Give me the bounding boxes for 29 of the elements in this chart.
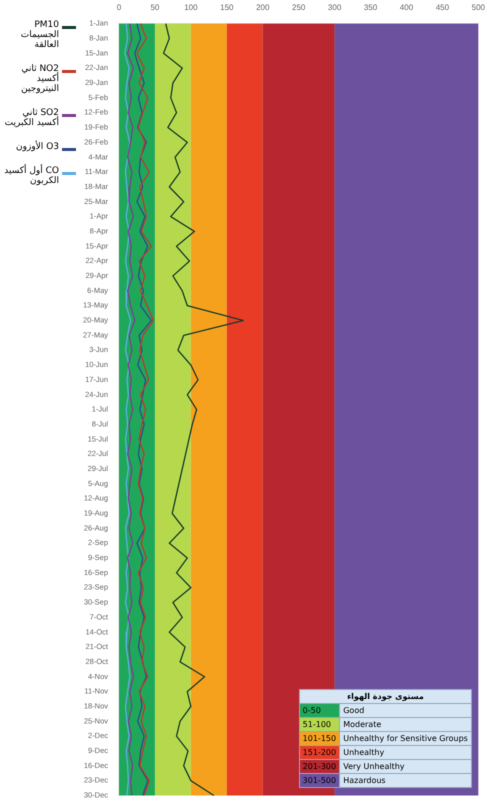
annotation: 201-300 [299,759,340,773]
x-tick-label: 350 [364,3,378,12]
legend-label: CO أول أكسيد الكربون [4,166,59,186]
annotation: Hazardous [340,773,472,787]
annotation: Very Unhealthy [340,759,472,773]
legend-label: PM10 الجسيمات العالقة [20,20,59,50]
annotation: Moderate [340,717,472,731]
legend-label: O3 الأوزون [16,142,59,152]
legend-label: SO2 ثاني أكسيد الكبريت [4,108,59,128]
x-tick-label: 200 [256,3,270,12]
annotation: 101-150 [299,731,340,745]
annotation: 301-500 [299,773,340,787]
annotation: 51-100 [299,717,340,731]
x-tick-label: 300 [328,3,342,12]
x-tick-label: 450 [436,3,450,12]
x-tick-label: 50 [150,3,160,12]
annotation: Good [340,703,472,717]
annotation: مستوى جودة الهواء [299,689,472,703]
annotation: 151-200 [299,745,340,759]
legend-label: NO2 ثاني أكسيد النيتروجين [20,64,59,94]
x-tick-label: 150 [220,3,234,12]
annotation: 0-50 [299,703,340,717]
annotation: Unhealthy [340,745,472,759]
x-tick-label: 400 [400,3,414,12]
x-tick-label: 0 [116,3,122,12]
x-tick-label: 500 [472,3,486,12]
x-tick-label: 250 [292,3,306,12]
x-tick-label: 100 [184,3,198,12]
annotation: Unhealthy for Sensitive Groups [340,731,472,745]
